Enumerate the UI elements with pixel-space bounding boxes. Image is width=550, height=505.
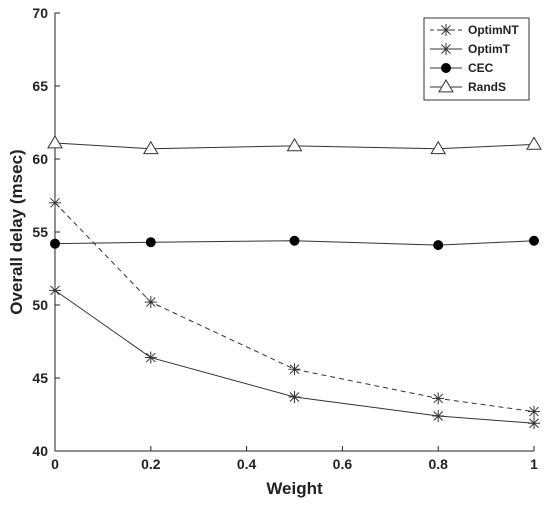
y-tick-label: 50 bbox=[32, 297, 48, 313]
x-tick-label: 0.8 bbox=[428, 456, 448, 472]
marker-cec bbox=[441, 63, 451, 73]
marker-optimt bbox=[288, 390, 301, 403]
legend-label: OptimNT bbox=[468, 23, 519, 37]
y-tick-label: 60 bbox=[32, 151, 48, 167]
marker-cec bbox=[50, 238, 60, 249]
legend-entry-cec: CEC bbox=[430, 61, 494, 75]
marker-rands bbox=[430, 140, 447, 155]
series-cec bbox=[50, 235, 539, 251]
x-tick-label: 0.6 bbox=[333, 456, 353, 472]
series-rands bbox=[47, 134, 542, 155]
marker-rands bbox=[438, 79, 454, 93]
marker-rands bbox=[526, 136, 542, 150]
marker-optimnt bbox=[440, 24, 452, 36]
marker-optimt bbox=[528, 417, 540, 430]
marker-cec bbox=[289, 235, 300, 246]
x-tick-label: 0.2 bbox=[141, 456, 161, 472]
legend-entry-optimnt: OptimNT bbox=[430, 23, 519, 37]
series-line-optimt bbox=[54, 289, 535, 424]
legend-entry-optimt: OptimT bbox=[430, 42, 511, 56]
legend-entry-rands: RandS bbox=[430, 79, 506, 94]
marker-optimt bbox=[49, 284, 61, 297]
axes: 0 0.2 0.4 0.6 0.8 1 40 45 50 55 60 65 70 bbox=[32, 5, 538, 472]
y-axis-title: Overall delay (msec) bbox=[7, 149, 26, 314]
marker-optimt bbox=[440, 43, 452, 55]
marker-optimnt bbox=[528, 405, 540, 418]
marker-optimnt bbox=[144, 296, 157, 309]
marker-rands bbox=[142, 140, 159, 155]
y-tick-label: 55 bbox=[32, 224, 48, 240]
x-tick-label: 0.4 bbox=[237, 456, 257, 472]
series-optimnt bbox=[49, 196, 540, 418]
marker-cec bbox=[145, 237, 156, 248]
series-optimt bbox=[49, 284, 540, 430]
y-tick-label: 45 bbox=[32, 370, 48, 386]
legend-box bbox=[423, 17, 530, 101]
legend-label: CEC bbox=[468, 61, 494, 75]
legend-label: RandS bbox=[468, 80, 506, 94]
marker-rands bbox=[286, 137, 303, 152]
marker-optimnt bbox=[288, 363, 301, 376]
marker-optimt bbox=[144, 351, 157, 364]
x-axis-title: Weight bbox=[266, 479, 323, 498]
marker-optimnt bbox=[49, 196, 61, 209]
series-layer bbox=[47, 134, 542, 430]
marker-rands bbox=[47, 134, 63, 149]
legend: OptimNT OptimT CEC RandS bbox=[423, 17, 530, 101]
marker-optimt bbox=[432, 409, 445, 422]
series-line-optimnt bbox=[54, 202, 535, 413]
marker-optimnt bbox=[432, 392, 445, 405]
marker-cec bbox=[529, 235, 539, 246]
x-tick-label: 0 bbox=[51, 456, 59, 472]
y-tick-label: 40 bbox=[32, 443, 48, 459]
y-tick-label: 70 bbox=[32, 5, 48, 21]
y-tick-label: 65 bbox=[32, 78, 48, 94]
x-tick-label: 1 bbox=[530, 456, 538, 472]
marker-cec bbox=[433, 240, 444, 251]
legend-label: OptimT bbox=[468, 42, 511, 56]
